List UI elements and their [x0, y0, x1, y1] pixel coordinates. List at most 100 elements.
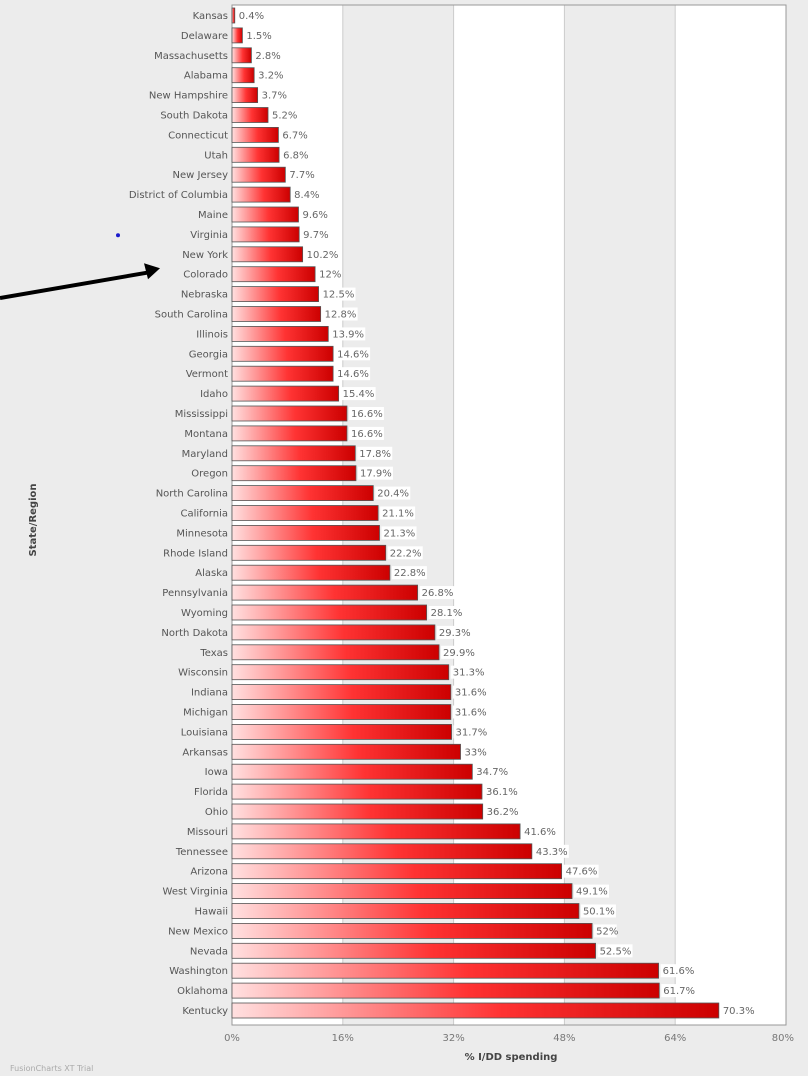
bar-ohio	[231, 803, 484, 820]
value-label: 34.7%	[476, 767, 508, 778]
bar-arizona	[231, 863, 563, 880]
value-label: 17.9%	[360, 469, 392, 480]
value-label-bg	[348, 407, 384, 420]
bar-maine	[231, 206, 299, 223]
value-label: 8.4%	[294, 190, 319, 201]
bar-missouri	[231, 823, 521, 840]
value-label: 17.8%	[359, 449, 391, 460]
category-label: Oklahoma	[177, 986, 228, 997]
value-label: 5.2%	[272, 111, 297, 122]
category-label: Wisconsin	[178, 668, 228, 679]
value-label-bg	[483, 785, 519, 799]
annotation-arrowhead	[144, 263, 160, 280]
value-label: 31.6%	[455, 708, 487, 719]
value-label-bg	[436, 625, 472, 639]
value-label-bg	[330, 327, 366, 341]
category-label: North Carolina	[156, 489, 228, 500]
grid-band	[564, 5, 676, 1025]
bar-mississippi	[231, 405, 348, 422]
value-label-bg	[320, 287, 356, 301]
value-label-bg	[292, 188, 321, 202]
bar-oregon	[231, 465, 357, 482]
bar-new-york	[231, 246, 304, 263]
value-label: 41.6%	[524, 827, 556, 838]
value-label-bg	[563, 864, 599, 878]
value-label: 7.7%	[289, 170, 314, 181]
category-label: West Virginia	[163, 887, 228, 898]
category-label: Rhode Island	[163, 548, 228, 559]
value-label-bg	[304, 247, 340, 261]
category-label: Missouri	[187, 827, 228, 838]
value-label: 3.7%	[262, 91, 287, 102]
value-label: 13.9%	[332, 329, 364, 340]
value-label: 14.6%	[337, 349, 369, 360]
category-label: Indiana	[191, 688, 228, 699]
value-label: 0.4%	[239, 11, 264, 22]
bar-montana	[231, 425, 348, 442]
value-label: 52.5%	[600, 946, 632, 957]
value-label: 47.6%	[566, 867, 598, 878]
category-label: Nebraska	[181, 290, 228, 301]
value-label: 20.4%	[377, 489, 409, 500]
watermark: FusionCharts XT Trial	[10, 1064, 93, 1073]
value-label: 9.6%	[302, 210, 327, 221]
bar-maryland	[231, 445, 356, 462]
bar-illinois	[231, 325, 329, 342]
bar-iowa	[231, 763, 473, 780]
value-label: 12.8%	[325, 310, 357, 321]
category-label: Maine	[198, 210, 228, 221]
bar-delaware	[231, 27, 243, 44]
bar-tennessee	[231, 843, 533, 860]
value-label-bg	[452, 685, 488, 699]
category-label: New York	[182, 250, 228, 261]
category-label: Kentucky	[182, 1006, 228, 1017]
bar-texas	[231, 644, 440, 661]
value-label-bg	[335, 347, 371, 361]
category-label: District of Columbia	[129, 190, 228, 201]
bar-louisiana	[231, 724, 452, 740]
value-label-bg	[450, 665, 486, 679]
x-tick-label: 64%	[664, 1033, 686, 1044]
bar-utah	[231, 146, 280, 163]
value-label: 31.7%	[456, 727, 488, 738]
value-label-bg	[428, 606, 464, 619]
bar-south-carolina	[231, 306, 322, 322]
bar-new-mexico	[231, 923, 593, 939]
bar-georgia	[231, 345, 334, 362]
value-label-bg	[322, 307, 358, 321]
value-label: 16.6%	[351, 409, 383, 420]
value-label-bg	[597, 944, 633, 958]
value-label: 12%	[319, 270, 341, 281]
value-label: 70.3%	[723, 1006, 755, 1017]
value-label: 36.1%	[486, 787, 518, 798]
value-label: 26.8%	[422, 588, 454, 599]
value-label-bg	[270, 108, 299, 122]
value-label: 61.7%	[663, 986, 695, 997]
value-label-bg	[381, 526, 417, 540]
category-label: Washington	[169, 966, 228, 977]
x-tick-label: 32%	[442, 1033, 464, 1044]
value-label-bg	[453, 725, 489, 739]
category-label: Utah	[204, 150, 228, 161]
value-label: 61.6%	[663, 966, 695, 977]
bar-district-of-columbia	[231, 186, 291, 203]
value-label-bg	[720, 1004, 756, 1017]
category-label: Illinois	[196, 329, 228, 340]
bar-california	[231, 505, 379, 521]
value-label-bg	[244, 28, 274, 42]
bar-kansas	[231, 7, 236, 24]
category-label: California	[181, 509, 229, 520]
value-label-bg	[660, 964, 696, 978]
category-label: Maryland	[182, 449, 228, 460]
value-label-bg	[253, 48, 283, 62]
category-label: Virginia	[190, 230, 228, 241]
category-label: Montana	[184, 429, 228, 440]
value-label-bg	[387, 546, 423, 560]
category-label: South Carolina	[155, 310, 228, 321]
category-label: Tennessee	[175, 847, 228, 858]
value-label-bg	[661, 984, 697, 998]
bar-pennsylvania	[231, 584, 418, 601]
value-label: 9.7%	[303, 230, 328, 241]
value-label: 1.5%	[246, 31, 271, 42]
value-label-bg	[236, 9, 266, 22]
